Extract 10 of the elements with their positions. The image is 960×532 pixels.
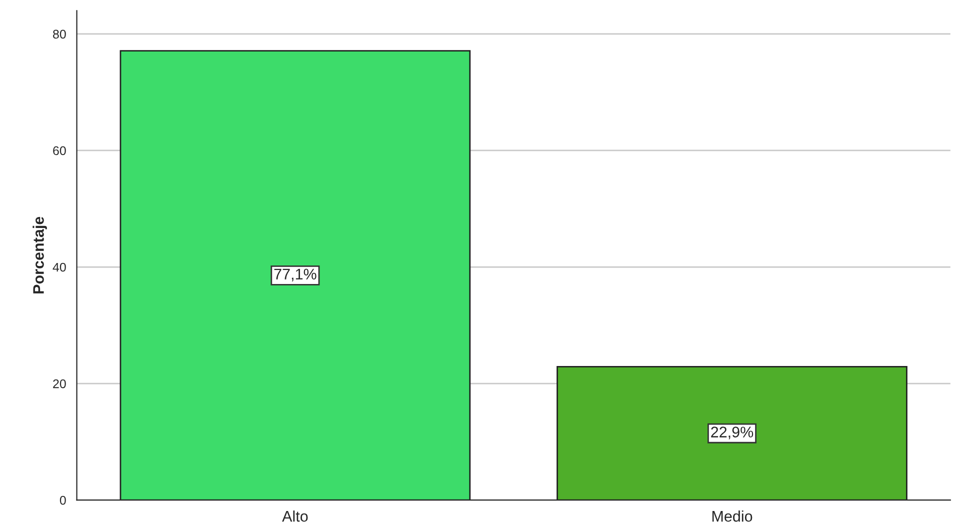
y-tick-label: 20 bbox=[53, 379, 66, 388]
data-label: 77,1% bbox=[274, 268, 316, 282]
y-tick-label: 80 bbox=[53, 30, 66, 39]
y-axis-title: Porcentaje bbox=[32, 216, 47, 294]
y-tick-label: 60 bbox=[53, 146, 66, 156]
y-tick-label: 0 bbox=[60, 496, 66, 505]
x-tick-label: Alto bbox=[282, 510, 308, 522]
y-tick-label: 40 bbox=[52, 262, 66, 272]
data-label: 22,9% bbox=[711, 426, 754, 440]
x-tick-label: Medio bbox=[712, 510, 752, 522]
